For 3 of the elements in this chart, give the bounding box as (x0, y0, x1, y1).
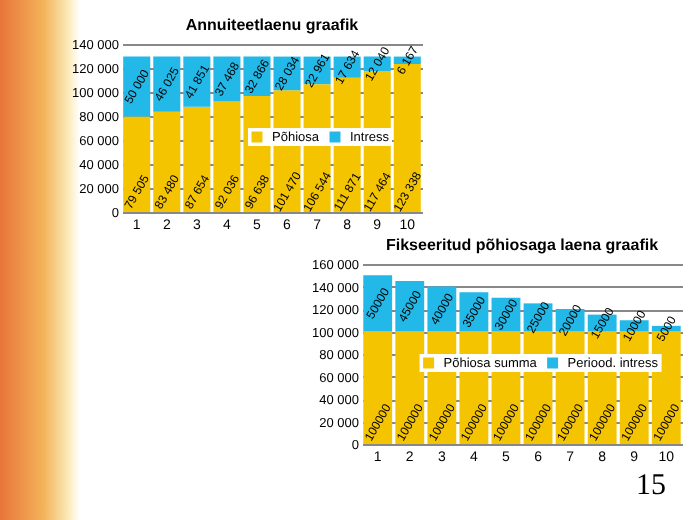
chart-title: Fikseeritud põhiosaga laena graafik (385, 236, 660, 254)
chart-title: Annuiteetlaenu graafik (185, 16, 360, 34)
text: 15 (636, 470, 666, 504)
